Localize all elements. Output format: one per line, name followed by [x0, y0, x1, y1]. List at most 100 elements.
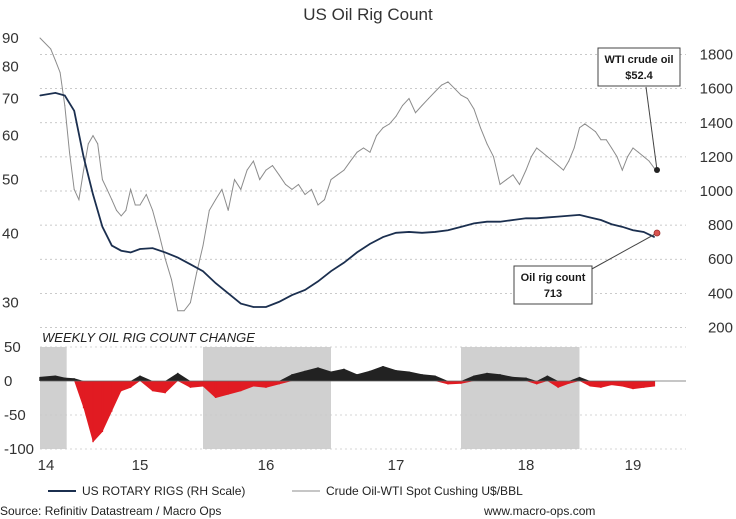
wti-point	[632, 147, 634, 149]
change-bar	[578, 376, 581, 381]
wti-point	[499, 183, 501, 185]
wti-point	[506, 179, 507, 181]
wti-point	[234, 179, 235, 181]
change-bar	[54, 375, 57, 381]
wti-point	[441, 84, 442, 86]
wti-point	[125, 209, 127, 211]
x-axis-tick: 18	[518, 457, 535, 474]
change-bar	[82, 381, 85, 409]
wti-point	[330, 179, 332, 181]
wti-point	[111, 199, 113, 201]
wti-point	[616, 156, 618, 158]
wti-point	[130, 188, 132, 190]
wti-point	[134, 204, 136, 206]
rig-point	[632, 229, 634, 231]
wti-point	[637, 151, 639, 153]
rig-point	[421, 232, 423, 234]
wti-point	[530, 156, 532, 158]
rig-point	[278, 301, 280, 303]
left-axis-tick: 40	[2, 225, 19, 242]
wti-point	[434, 91, 436, 93]
change-bar	[434, 375, 436, 381]
wti-point	[78, 199, 80, 201]
wti-point	[158, 232, 160, 234]
rig-point	[460, 226, 462, 228]
wti-point	[215, 199, 217, 201]
shaded-period	[461, 347, 580, 449]
wti-point	[460, 94, 462, 96]
website-note: www.macro-ops.com	[483, 504, 595, 518]
wti-point	[611, 147, 613, 149]
wti-point	[546, 156, 548, 158]
left-axis-ticks: 30 40 50 60 70 80 90	[2, 30, 19, 312]
wti-point	[227, 209, 229, 211]
change-bar	[499, 374, 501, 381]
wti-point	[189, 302, 191, 304]
right-axis-tick: 400	[708, 285, 733, 302]
change-bar	[39, 376, 41, 381]
legend: US ROTARY RIGS (RH Scale) Crude Oil-WTI …	[48, 484, 523, 498]
rig-point	[343, 262, 345, 264]
wti-point	[363, 147, 364, 149]
wti-point	[317, 204, 319, 206]
x-axis-tick: 15	[132, 457, 149, 474]
wti-point	[337, 174, 338, 176]
wti-point	[291, 188, 293, 190]
wti-point	[324, 199, 325, 201]
rig-point	[356, 251, 358, 254]
shaded-period	[40, 347, 67, 449]
wti-point	[627, 156, 629, 158]
wti-point	[573, 147, 575, 149]
rig-callout-line	[589, 232, 658, 271]
rig-point	[265, 306, 267, 308]
rig-point	[653, 236, 656, 238]
change-bar	[395, 370, 397, 381]
change-bar	[512, 376, 514, 381]
change-bar	[101, 381, 104, 432]
wti-callout-label: WTI crude oil	[604, 54, 673, 66]
change-bar	[356, 374, 358, 381]
change-bar	[536, 381, 538, 385]
change-bar	[317, 367, 319, 381]
lower-axis-tick: 50	[4, 339, 21, 356]
rig-point	[499, 221, 501, 223]
wti-end-marker	[654, 167, 660, 173]
wti-point	[298, 183, 299, 185]
negative-change-area	[40, 381, 655, 443]
wti-point	[278, 174, 280, 176]
wti-point	[240, 188, 242, 190]
lower-axis-tick: -50	[4, 407, 26, 424]
wti-point	[579, 127, 580, 129]
change-bar	[473, 375, 475, 381]
rig-end-marker	[653, 229, 661, 237]
shaded-periods	[40, 347, 580, 449]
wti-point	[101, 179, 103, 181]
chart-title: US Oil Rig Count	[303, 5, 433, 24]
wti-point	[595, 131, 597, 133]
rig-point	[525, 217, 527, 219]
wti-point	[519, 183, 520, 185]
change-bar	[632, 381, 634, 390]
rig-point	[64, 94, 66, 97]
change-bar	[330, 371, 332, 381]
x-axis-tick: 17	[388, 457, 405, 474]
rig-point	[291, 294, 293, 296]
wti-point	[600, 139, 602, 141]
wti-point	[69, 151, 70, 153]
change-bar	[343, 368, 345, 381]
lower-panel: 50 0 -50 -100 WEEKLY OIL RIG COUNT CHANGE	[4, 330, 686, 458]
rig-point	[473, 222, 475, 225]
change-bar	[382, 366, 384, 381]
change-bar	[486, 372, 488, 381]
x-axis-tick: 14	[38, 457, 55, 474]
left-axis-tick: 80	[2, 58, 19, 75]
wti-point	[171, 279, 172, 281]
wti-point	[605, 139, 607, 141]
rig-callout-value: 713	[544, 288, 562, 300]
wti-point	[285, 183, 286, 185]
right-axis-ticks: 200 400 600 800 1000 1200 1400 1600 1800	[700, 47, 733, 337]
x-axis-ticks: 14 15 16 17 18 19	[38, 457, 642, 474]
change-bar	[189, 381, 192, 388]
rig-point	[54, 92, 57, 94]
left-axis-tick: 30	[2, 295, 19, 312]
